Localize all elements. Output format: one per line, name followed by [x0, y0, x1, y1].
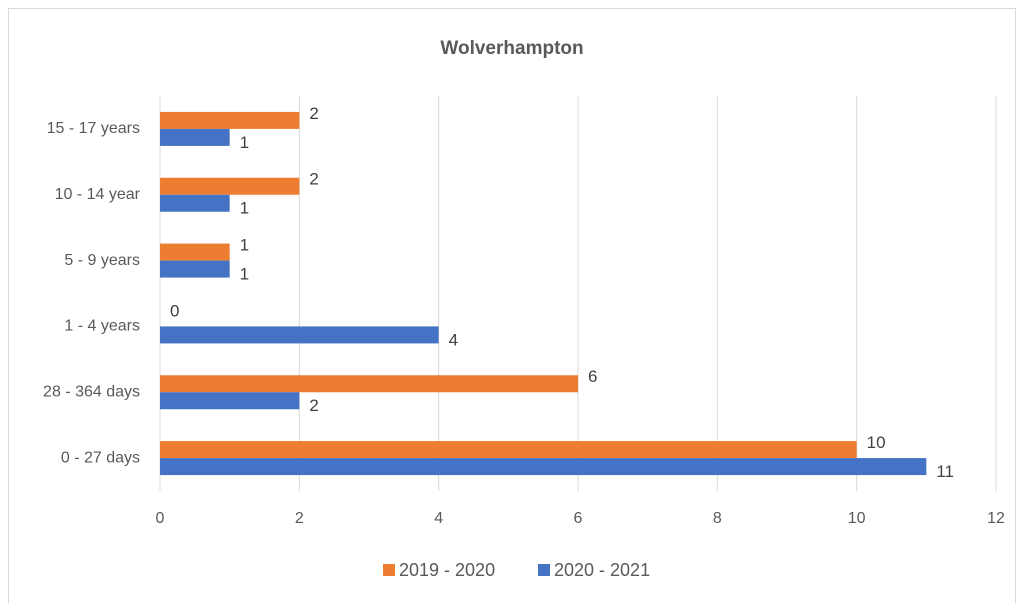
x-tick-label: 10 [848, 510, 866, 527]
x-tick-label: 8 [713, 510, 722, 527]
legend-label: 2020 - 2021 [554, 560, 650, 580]
data-label: 11 [936, 462, 954, 481]
y-tick-label: 28 - 364 days [43, 383, 140, 400]
y-tick-label: 15 - 17 years [47, 120, 140, 137]
y-tick-label: 1 - 4 years [64, 318, 140, 335]
data-label: 6 [588, 367, 597, 386]
chart-border [8, 8, 1016, 603]
data-label: 1 [240, 133, 249, 152]
bar [160, 243, 230, 261]
bar [160, 128, 230, 146]
data-label: 4 [449, 330, 458, 349]
x-tick-label: 6 [574, 510, 583, 527]
bar [160, 260, 230, 278]
data-label: 10 [867, 433, 886, 452]
y-tick-label: 10 - 14 year [55, 186, 141, 203]
data-label: 0 [170, 301, 179, 320]
x-tick-label: 0 [156, 510, 165, 527]
legend-label: 2019 - 2020 [399, 560, 495, 580]
x-tick-label: 4 [434, 510, 443, 527]
y-tick-label: 5 - 9 years [64, 252, 140, 269]
bar [160, 111, 300, 129]
legend-swatch [383, 564, 395, 576]
data-label: 2 [309, 396, 318, 415]
bar [160, 194, 230, 212]
bar [160, 392, 300, 410]
bar [160, 375, 578, 393]
data-label: 2 [309, 104, 318, 123]
x-tick-label: 2 [295, 510, 304, 527]
legend-swatch [538, 564, 550, 576]
y-tick-label: 0 - 27 days [61, 449, 140, 466]
chart-title: Wolverhampton [440, 38, 583, 59]
data-label: 1 [240, 265, 249, 284]
bar [160, 441, 857, 459]
x-tick-label: 12 [987, 510, 1005, 527]
data-label: 1 [240, 236, 249, 255]
bar [160, 458, 927, 476]
bar [160, 177, 300, 195]
bar [160, 326, 439, 344]
data-label: 1 [240, 199, 249, 218]
data-label: 2 [309, 170, 318, 189]
